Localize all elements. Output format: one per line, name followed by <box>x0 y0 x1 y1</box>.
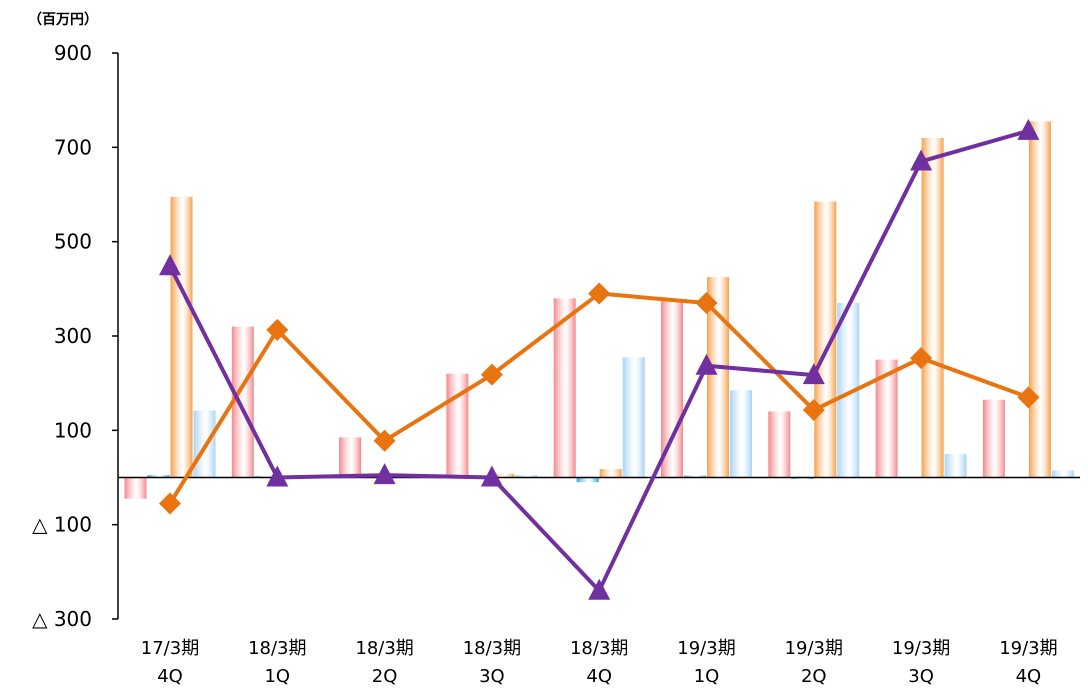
series-line <box>168 128 1029 593</box>
data-point <box>802 363 825 385</box>
data-point <box>1017 386 1040 409</box>
x-tick-label: 4Q <box>586 666 612 687</box>
y-tick-label: 500 <box>54 230 92 254</box>
data-point <box>588 282 611 305</box>
bar <box>515 475 538 478</box>
data-point <box>910 347 933 370</box>
y-tick-label: △ 100 <box>32 513 92 537</box>
data-point <box>1017 118 1040 140</box>
data-point <box>159 492 181 515</box>
y-axis: 900 700 500 300 100 △ 100 △ 300 <box>32 41 119 631</box>
x-tick-label: 1Q <box>694 666 720 687</box>
bar <box>553 298 576 478</box>
x-tick-label: 3Q <box>479 666 505 687</box>
bar <box>944 453 967 478</box>
bar <box>661 300 683 478</box>
bar <box>982 399 1005 478</box>
y-tick-label: 700 <box>54 135 92 159</box>
data-point <box>695 353 718 375</box>
x-tick-label: 18/3期 <box>355 638 413 659</box>
series-line <box>168 291 1030 505</box>
y-tick-label: 100 <box>54 418 92 442</box>
bar <box>124 477 147 499</box>
bar <box>492 473 515 478</box>
x-tick-label: 18/3期 <box>463 638 521 659</box>
data-point <box>695 291 718 314</box>
bar <box>1028 121 1051 478</box>
data-point <box>266 318 289 341</box>
x-tick-label: 17/3期 <box>141 638 199 659</box>
bar <box>768 411 791 478</box>
bar <box>707 277 729 478</box>
x-tick-label: 1Q <box>264 666 290 687</box>
bar <box>599 469 622 478</box>
bar <box>339 437 362 478</box>
x-tick-label: 19/3期 <box>892 638 950 659</box>
bar <box>1051 470 1074 478</box>
data-point <box>373 463 396 485</box>
bar <box>231 326 254 478</box>
unit-label: （百万円） <box>28 12 98 28</box>
x-tick-label: 2Q <box>801 666 827 687</box>
bar <box>921 137 944 478</box>
y-tick-label: △ 300 <box>32 607 92 631</box>
lines <box>159 118 1040 600</box>
data-point <box>802 399 825 422</box>
bar <box>622 357 645 478</box>
bar <box>730 390 752 478</box>
x-tick-label: 4Q <box>157 666 183 687</box>
y-tick-label: 900 <box>54 41 92 65</box>
x-tick-label: 3Q <box>908 666 934 687</box>
bar <box>147 475 170 478</box>
data-point <box>480 465 503 487</box>
bars <box>124 121 1074 499</box>
data-point <box>480 363 503 386</box>
x-tick-label: 4Q <box>1016 666 1042 687</box>
x-tick-label: 19/3期 <box>999 638 1057 659</box>
bar <box>875 359 898 478</box>
bar <box>837 302 860 478</box>
data-point <box>266 465 289 487</box>
bar <box>170 196 193 478</box>
data-point <box>910 149 933 171</box>
data-point <box>159 254 181 276</box>
x-tick-label: 19/3期 <box>785 638 843 659</box>
x-tick-label: 18/3期 <box>248 638 306 659</box>
data-point <box>373 429 396 452</box>
x-axis: 17/3期 4Q 18/3期 1Q 18/3期 2Q 18/3期 3Q 18/3期 4Q 19/3期… <box>141 638 1058 687</box>
x-tick-label: 19/3期 <box>677 638 735 659</box>
x-tick-label: 18/3期 <box>570 638 628 659</box>
x-tick-label: 2Q <box>372 666 398 687</box>
bar <box>684 475 706 478</box>
y-tick-label: 300 <box>54 324 92 348</box>
bar <box>576 477 599 483</box>
data-point <box>588 578 611 600</box>
